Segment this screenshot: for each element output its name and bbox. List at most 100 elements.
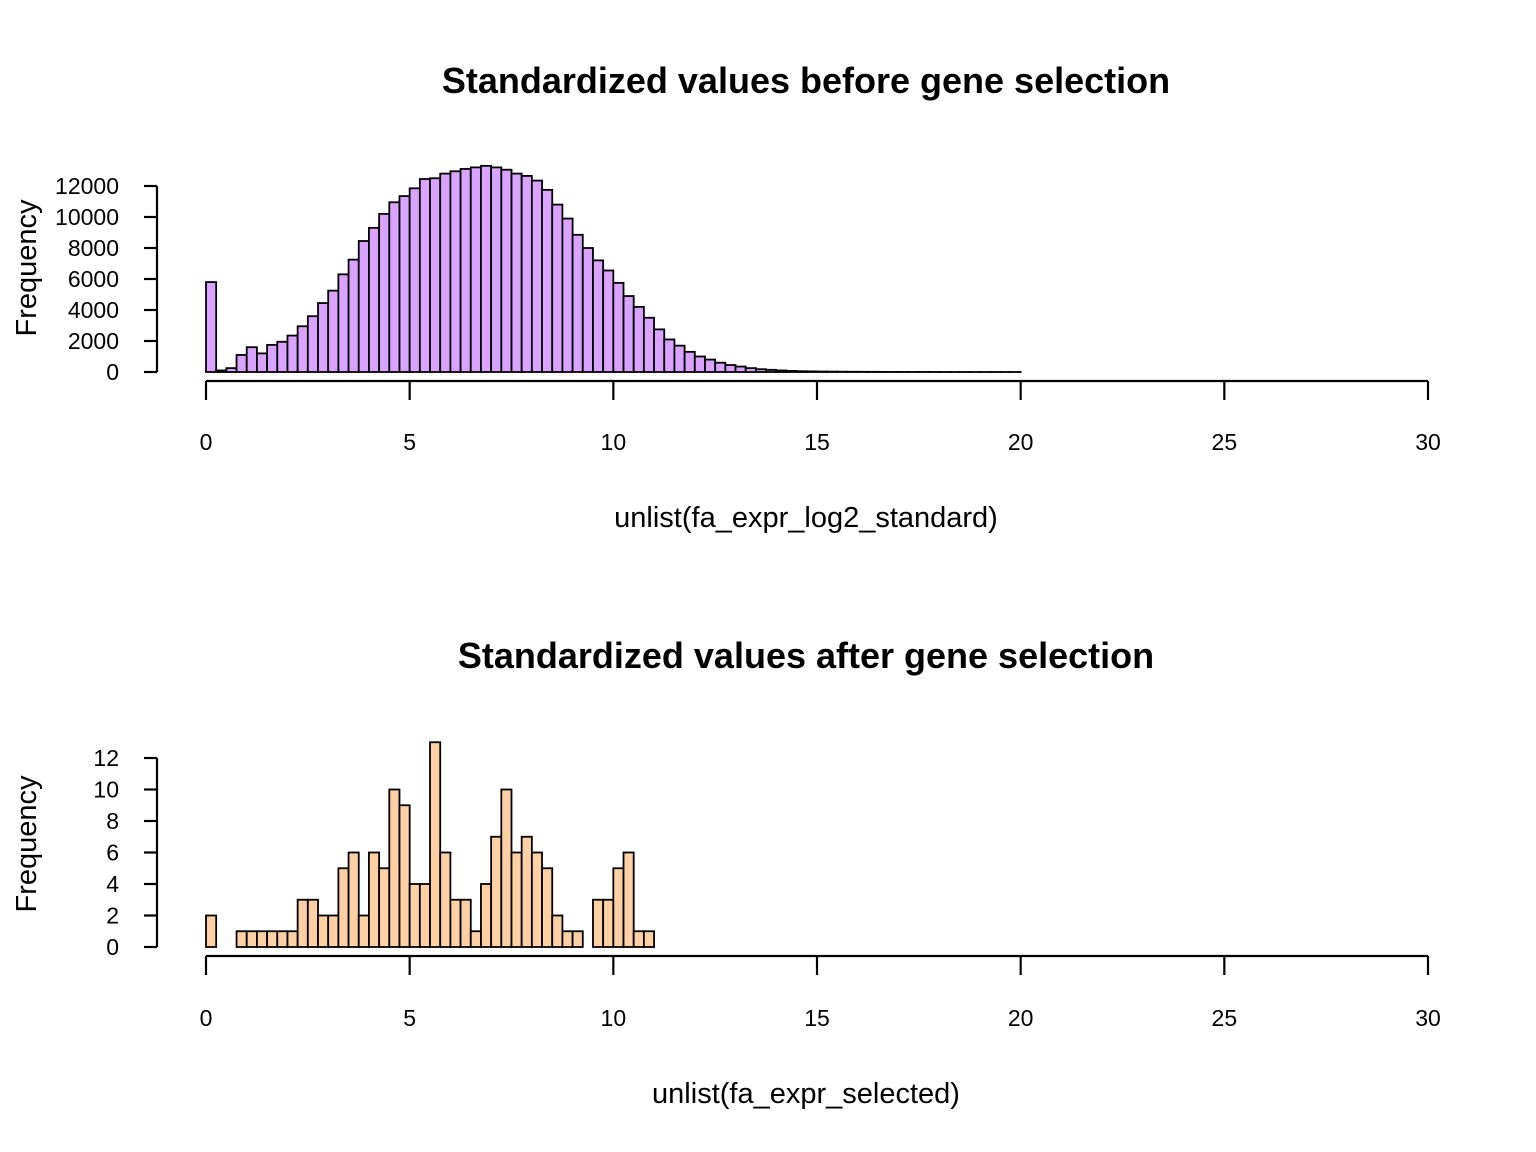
histogram-bar xyxy=(663,338,676,373)
histogram-bar xyxy=(795,370,808,373)
histogram-bar xyxy=(357,240,370,373)
histogram-bar xyxy=(541,867,554,948)
x-tick-label: 25 xyxy=(1212,429,1238,455)
y-tick-label: 6000 xyxy=(68,266,119,292)
y-tick-label: 2 xyxy=(106,903,119,929)
histogram-bar xyxy=(388,788,401,948)
x-axis: 0 5 10 15 20 25 30 xyxy=(200,954,1441,1031)
y-tick-label: 8000 xyxy=(68,235,119,261)
y-tick-label: 10 xyxy=(93,777,119,803)
y-axis: 0 2000 4000 6000 8000 10000 12000 xyxy=(55,173,159,385)
histogram-bar xyxy=(642,316,655,373)
histogram-bar xyxy=(459,168,472,373)
histogram-bar xyxy=(266,343,279,373)
histogram-bar xyxy=(286,334,299,373)
histogram-bar xyxy=(378,212,391,373)
histogram-bars xyxy=(205,741,655,948)
histogram-bar xyxy=(561,930,574,948)
x-tick-label: 20 xyxy=(1008,1005,1034,1031)
histogram-bar xyxy=(418,883,431,948)
histogram-bar xyxy=(602,898,615,948)
histogram-bar xyxy=(673,344,686,373)
histogram-bar xyxy=(276,930,289,948)
histogram-bar xyxy=(571,930,584,948)
histogram-bar xyxy=(561,217,574,373)
histogram-bar xyxy=(296,898,309,948)
histogram-bar xyxy=(398,804,411,948)
histogram-bar xyxy=(693,355,706,373)
histogram-bar xyxy=(469,930,482,948)
histogram-bar xyxy=(347,258,360,373)
histogram-bar xyxy=(551,203,564,373)
histogram-bar xyxy=(317,302,330,373)
y-tick-label: 10000 xyxy=(55,204,119,230)
x-axis-label: unlist(fa_expr_log2_standard) xyxy=(614,502,998,534)
histogram-bar xyxy=(276,340,289,373)
y-tick-label: 6 xyxy=(106,840,119,866)
histogram-bar xyxy=(480,883,493,948)
chart-title: Standardized values before gene selectio… xyxy=(442,60,1170,101)
x-tick-label: 0 xyxy=(200,1005,213,1031)
y-tick-label: 4 xyxy=(106,871,119,897)
y-tick-label: 12000 xyxy=(55,173,119,199)
histogram-bar xyxy=(490,166,503,373)
histogram-bar xyxy=(449,170,462,373)
histogram-bar xyxy=(306,898,319,948)
histogram-bar xyxy=(256,930,269,948)
histogram-bar xyxy=(592,898,605,948)
histogram-bar xyxy=(612,281,625,373)
histogram-bar xyxy=(602,269,615,373)
x-axis: 0 5 10 15 20 25 30 xyxy=(200,379,1441,455)
histogram-bar xyxy=(520,175,533,373)
histogram-bar xyxy=(429,177,442,373)
histogram-bar xyxy=(408,187,421,373)
histogram-bar xyxy=(408,883,421,948)
x-axis-label: unlist(fa_expr_selected) xyxy=(652,1078,960,1110)
histogram-bar xyxy=(642,930,655,948)
histogram-bar xyxy=(225,367,238,373)
x-tick-label: 25 xyxy=(1212,1005,1238,1031)
histogram-bar xyxy=(530,179,543,373)
chart-title: Standardized values after gene selection xyxy=(458,635,1154,676)
x-tick-label: 15 xyxy=(804,1005,830,1031)
x-tick-label: 30 xyxy=(1415,1005,1441,1031)
y-tick-label: 0 xyxy=(106,934,119,960)
histogram-bar xyxy=(632,930,645,948)
histogram-bar xyxy=(622,295,635,373)
histogram-bar xyxy=(724,364,737,373)
histogram-bar xyxy=(205,914,218,948)
histogram-bar xyxy=(551,914,564,948)
y-axis-label: Frequency xyxy=(11,199,43,337)
histogram-bar xyxy=(398,195,411,373)
y-tick-label: 2000 xyxy=(68,328,119,354)
histogram-bar xyxy=(500,788,513,948)
histogram-bar xyxy=(306,315,319,373)
histogram-bar xyxy=(245,930,258,948)
x-tick-label: 0 xyxy=(200,429,213,455)
histogram-bar xyxy=(683,350,696,373)
histogram-bar xyxy=(653,328,666,373)
histogram-bar xyxy=(327,289,340,373)
histogram-bar xyxy=(765,368,778,373)
y-axis: 0 2 4 6 8 10 12 xyxy=(93,745,159,960)
x-tick-label: 10 xyxy=(601,429,627,455)
histogram-bar xyxy=(418,178,431,373)
histogram-bar xyxy=(439,851,452,948)
histogram-bar xyxy=(805,370,818,373)
histogram-bar xyxy=(632,305,645,373)
histogram-bar xyxy=(755,368,767,373)
y-tick-label: 0 xyxy=(106,359,119,385)
y-tick-label: 12 xyxy=(93,745,119,771)
histogram-bar xyxy=(459,898,472,948)
histogram-bar xyxy=(368,851,381,948)
histogram-bar xyxy=(235,930,248,948)
histogram-bar xyxy=(429,741,442,948)
histogram-bar xyxy=(337,273,350,373)
histogram-bar xyxy=(296,325,309,373)
x-tick-label: 30 xyxy=(1415,429,1441,455)
histogram-bar xyxy=(530,851,543,948)
histogram-bar xyxy=(337,867,350,948)
histogram-bar xyxy=(592,259,605,373)
histogram-bar xyxy=(368,226,381,373)
